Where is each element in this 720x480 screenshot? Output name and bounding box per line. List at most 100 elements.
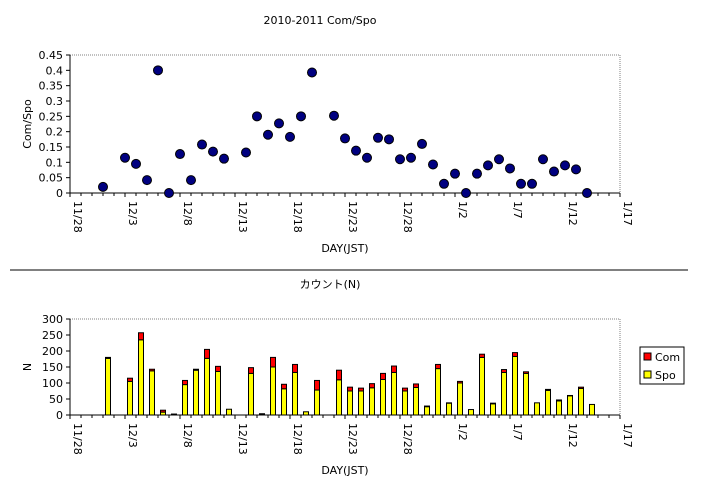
bar-spo [336, 379, 342, 416]
data-point [483, 160, 493, 171]
bar-com [435, 363, 441, 370]
x-tick-label: 12/8 [181, 423, 194, 448]
x-tick-label: 12/28 [401, 201, 414, 233]
data-point [329, 110, 339, 121]
bar-com [193, 368, 199, 371]
x-tick-label: 11/28 [71, 423, 84, 455]
bar-com [127, 377, 133, 382]
data-point [549, 166, 559, 177]
bar-com [358, 387, 364, 392]
bar-com [281, 383, 287, 390]
bar-spo [556, 400, 562, 416]
x-tick-label: 12/3 [126, 423, 139, 448]
bar-com [369, 383, 375, 389]
y-tick-label: 300 [42, 313, 63, 326]
bottom-plot-area: 0 50 100 150 200 250 300 11/28 12/3 12/8 12/13 12/1… [42, 313, 634, 455]
y-tick-label: 0.25 [39, 110, 64, 123]
bar-com [512, 352, 518, 357]
data-point [516, 178, 526, 189]
data-point [582, 188, 592, 198]
x-tick-label: 1/17 [621, 201, 634, 226]
y-tick-label: 100 [42, 377, 63, 390]
y-tick-label: 0.3 [46, 95, 64, 108]
bar-spo [303, 411, 309, 416]
bar-com [347, 386, 353, 392]
y-tick-label: 200 [42, 345, 63, 358]
data-point [241, 147, 251, 158]
data-point [527, 178, 537, 189]
bar-com [501, 369, 507, 373]
bar-spo [413, 386, 419, 416]
x-tick-label: 12/23 [346, 201, 359, 233]
bar-com [160, 409, 166, 413]
x-tick-label: 12/13 [236, 201, 249, 233]
data-point [450, 168, 460, 179]
bar-com [215, 365, 221, 372]
bar-com [424, 405, 430, 408]
bar-com [314, 379, 320, 391]
bar-com [182, 379, 188, 386]
data-point [131, 158, 141, 169]
bar-spo [391, 371, 397, 416]
y-tick-label: 0.35 [39, 80, 64, 93]
bar-spo [380, 378, 386, 416]
data-point [120, 152, 130, 163]
y-tick-label: 0.2 [46, 126, 64, 139]
y-tick-label: 0.4 [46, 64, 64, 77]
bar-spo [457, 382, 463, 416]
bar-spo [149, 370, 155, 416]
y-tick-label: 0.05 [39, 172, 64, 185]
bar-spo [512, 355, 518, 416]
bar-spo [435, 368, 441, 416]
bar-spo [226, 408, 232, 416]
bar-com [413, 383, 419, 388]
bar-com [171, 413, 177, 416]
bar-com [523, 371, 529, 374]
data-point [472, 168, 482, 179]
x-tick-label: 1/7 [511, 201, 524, 219]
data-point [263, 129, 273, 140]
bar-com [490, 402, 496, 405]
bar-spo [578, 387, 584, 416]
data-point [395, 154, 405, 165]
x-tick-label: 1/7 [511, 423, 524, 441]
bar-spo [281, 388, 287, 416]
data-point [175, 149, 185, 160]
bar-com [479, 353, 485, 358]
data-point [571, 164, 581, 175]
bar-com [149, 368, 155, 372]
data-point [406, 152, 416, 163]
bar-spo [193, 369, 199, 416]
bottom-chart-title: カウント(N) [300, 278, 361, 291]
bar-spo [545, 389, 551, 416]
data-point [417, 138, 427, 149]
x-tick-label: 12/13 [236, 423, 249, 455]
top-y-axis-label: Com/Spo [21, 99, 34, 149]
x-tick-label: 1/12 [566, 423, 579, 448]
x-tick-label: 1/2 [456, 201, 469, 219]
bar-com [138, 332, 144, 341]
y-tick-label: 150 [42, 361, 63, 374]
x-tick-label: 11/28 [71, 201, 84, 233]
bar-com [578, 386, 584, 389]
top-chart-title: 2010-2011 Com/Spo [264, 14, 377, 27]
bar-spo [534, 402, 540, 416]
data-point [340, 133, 350, 144]
data-point [461, 188, 471, 198]
data-point [285, 131, 295, 142]
data-point [351, 145, 361, 156]
bar-spo [204, 357, 210, 416]
y-tick-label: 0.45 [39, 49, 64, 62]
legend-swatch-com [643, 352, 652, 361]
bar-com [105, 356, 111, 359]
top-x-axis-label: DAY(JST) [321, 242, 368, 255]
legend-label-spo: Spo [655, 369, 676, 382]
bar-com [545, 388, 551, 391]
data-point [296, 111, 306, 122]
data-point [505, 163, 515, 174]
data-point [274, 118, 284, 129]
bar-com [402, 387, 408, 392]
bar-com [457, 380, 463, 384]
y-tick-label: 250 [42, 329, 63, 342]
